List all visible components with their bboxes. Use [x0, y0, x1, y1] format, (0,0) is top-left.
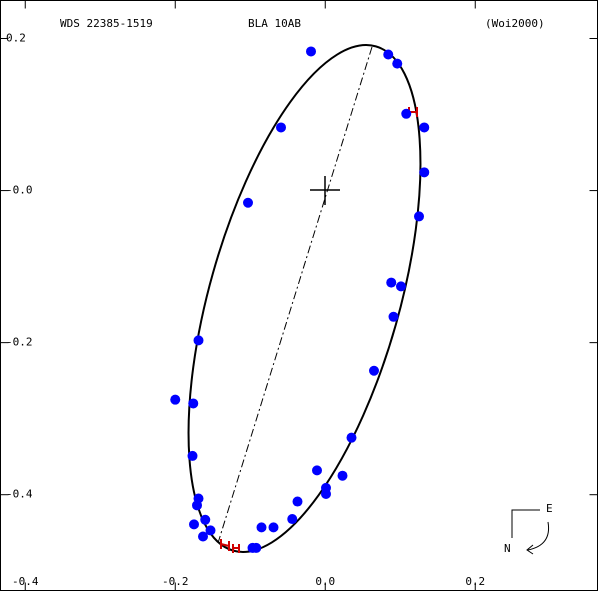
observation: [187, 450, 198, 461]
observation: [312, 465, 322, 476]
compass: [511, 509, 550, 555]
observation: [346, 432, 357, 443]
observation: [414, 211, 424, 222]
epoch-marks: [220, 107, 418, 553]
line-of-apsides: [217, 46, 373, 544]
y-tick-label: -0.2: [6, 336, 33, 349]
x-tick-label: 0.0: [315, 575, 335, 588]
observation: [251, 542, 262, 553]
compass-east: E: [546, 502, 553, 515]
y-tick-label: -0.4: [6, 488, 33, 501]
x-tick-label: -0.2: [162, 575, 189, 588]
observation: [192, 500, 202, 511]
chart-title: WDS 22385-1519: [60, 17, 153, 30]
chart-subtitle: BLA 10AB: [248, 17, 301, 30]
compass-north: N: [504, 542, 511, 555]
observation: [268, 522, 279, 533]
observation: [396, 281, 406, 292]
x-tick-label: -0.4: [12, 575, 39, 588]
observation: [321, 488, 331, 499]
x-tick-label: 0.2: [465, 575, 485, 588]
observation: [419, 122, 430, 133]
observation: [392, 58, 403, 69]
y-tick-label: 0.2: [6, 32, 26, 45]
observation: [243, 197, 253, 208]
observation: [193, 335, 204, 346]
observation: [256, 522, 267, 533]
observation: [337, 470, 348, 481]
orbit: [187, 44, 422, 553]
observation: [386, 277, 397, 288]
observation: [205, 525, 216, 536]
observation: [188, 398, 199, 409]
observation: [276, 122, 286, 133]
observation: [287, 514, 298, 525]
observation: [200, 514, 211, 525]
reference: (Woi2000): [485, 17, 545, 30]
observation: [401, 108, 412, 119]
observation: [170, 394, 181, 405]
y-tick-label: -0.0: [6, 184, 33, 197]
observation: [306, 46, 316, 57]
observation: [383, 49, 394, 60]
observation: [388, 311, 399, 322]
primary-marker: [310, 176, 340, 205]
observation: [369, 365, 379, 376]
observation: [189, 519, 199, 530]
observation: [292, 496, 303, 507]
observation: [419, 167, 430, 178]
observation: [198, 531, 208, 542]
